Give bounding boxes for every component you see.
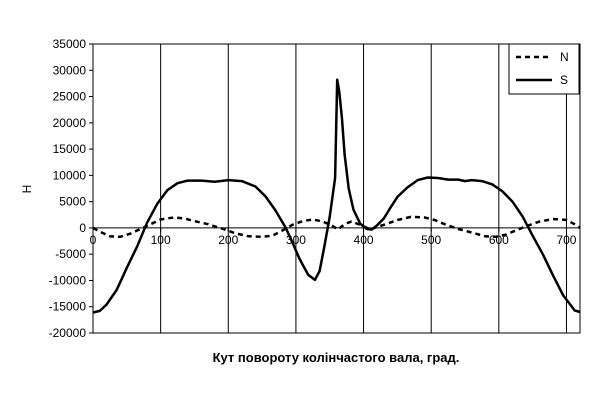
y-tick-label-30000: 30000 [53, 63, 87, 77]
legend-label-s: S [560, 73, 568, 87]
series-lines [92, 78, 581, 314]
legend: N S [508, 43, 580, 95]
y-tick-labels: -20000 -15000 -10000 -5000 0 5000 10000 15000 20… [49, 37, 93, 340]
y-tick-label-0: 0 [79, 221, 86, 235]
x-tick-label-700: 700 [556, 233, 576, 247]
y-tick-label-5000: 5000 [59, 195, 86, 209]
legend-label-n: N [560, 50, 569, 64]
y-tick-label-25000: 25000 [53, 90, 87, 104]
y-tick-label--15000: -15000 [49, 300, 87, 314]
series-line-n [92, 215, 581, 239]
x-axis-title: Кут повороту колінчастого вала, град. [213, 350, 460, 365]
y-tick-label--10000: -10000 [49, 273, 87, 287]
y-tick-label--5000: -5000 [55, 247, 86, 261]
y-tick-label-15000: 15000 [53, 142, 87, 156]
legend-box [508, 43, 580, 95]
y-tick-label-10000: 10000 [53, 168, 87, 182]
y-axis-title: Н [20, 185, 34, 194]
series-line-s [92, 78, 581, 314]
x-tick-label-400: 400 [354, 233, 374, 247]
x-tick-label-200: 200 [218, 233, 238, 247]
x-tick-label-0: 0 [90, 233, 97, 247]
y-tick-label-35000: 35000 [53, 37, 87, 51]
plot-area [92, 43, 581, 334]
x-tick-label-500: 500 [421, 233, 441, 247]
y-tick-label--20000: -20000 [49, 326, 87, 340]
plot-border [92, 43, 581, 334]
y-tick-label-20000: 20000 [53, 116, 87, 130]
x-tick-labels: 0 100 200 300 400 500 600 700 [90, 227, 577, 247]
x-tick-label-100: 100 [151, 233, 171, 247]
vertical-gridlines [160, 44, 567, 333]
